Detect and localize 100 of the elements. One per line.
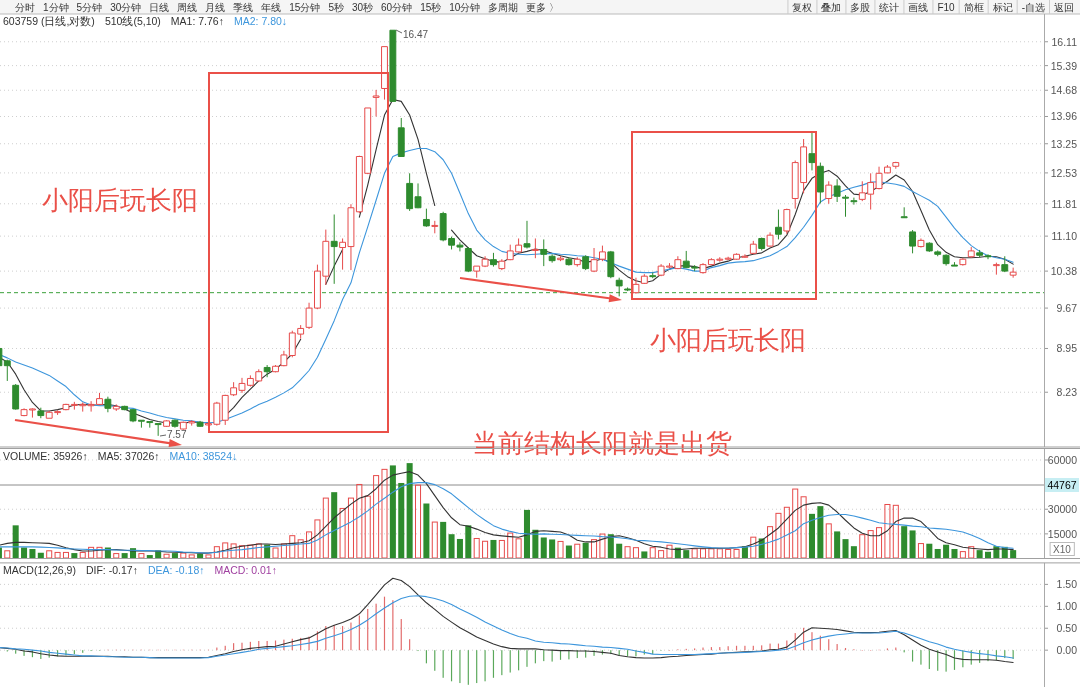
bar (926, 543, 933, 559)
bar (767, 526, 774, 559)
candlestick (607, 250, 615, 279)
annotation: 小阳后玩长阳 (42, 185, 198, 215)
text: 月线 (205, 1, 226, 13)
bar (725, 548, 732, 559)
candlestick (3, 359, 11, 382)
candlestick (825, 180, 833, 205)
candlestick (263, 364, 271, 378)
bar (808, 513, 815, 559)
candlestick (900, 206, 908, 219)
bar (498, 539, 505, 559)
bar (289, 535, 296, 559)
candlestick (431, 220, 439, 234)
candlestick (775, 209, 782, 240)
candlestick (808, 131, 816, 171)
chart-subtitle: 510线(5,10) (104, 15, 161, 27)
bar (448, 534, 455, 559)
candlestick (833, 178, 841, 203)
candlestick (490, 252, 497, 268)
bar (121, 553, 128, 559)
bar (440, 521, 447, 559)
legend: MA5: 37026↑ MA10: 38524↓ (97, 449, 238, 462)
bar (641, 551, 648, 559)
bar (322, 497, 329, 559)
bar (415, 484, 422, 559)
y-tick-label: 1.00 (1056, 600, 1078, 613)
bar (783, 506, 790, 559)
annotation: MACD: 0.01↑ (214, 563, 277, 576)
candlestick (942, 253, 950, 267)
chart-title: VOLUME: 35926↑ (3, 449, 88, 462)
bar (21, 547, 28, 559)
candlestick (372, 89, 380, 117)
candlestick (531, 237, 539, 259)
text: -自选 (1021, 1, 1045, 13)
bar (691, 548, 698, 559)
bar (96, 546, 103, 559)
bar (406, 463, 413, 559)
text: 返回 (1054, 1, 1074, 13)
y-tick-label: 15000 (1047, 527, 1078, 540)
candlestick (758, 237, 766, 251)
bar (71, 553, 78, 559)
y-tick-label: 13.96 (1050, 110, 1078, 123)
bar (180, 552, 187, 559)
bar (750, 536, 757, 559)
bar (616, 543, 623, 559)
candlestick (783, 208, 791, 235)
candlestick (582, 254, 590, 271)
bar (934, 548, 941, 559)
bar (582, 542, 589, 559)
bar (800, 496, 807, 559)
y-tick-label: 11.81 (1051, 197, 1078, 210)
text: X10 (1053, 543, 1072, 555)
bar (523, 509, 531, 559)
text: 日线 (149, 1, 170, 13)
y-tick-label: 9.67 (1056, 302, 1078, 315)
annotation: 7.57 (167, 429, 187, 440)
bar (247, 544, 254, 559)
text: 标记 (991, 1, 1013, 13)
y-tick-label: 12.53 (1050, 166, 1078, 179)
bar (272, 547, 279, 559)
candlestick (816, 162, 824, 204)
bar (540, 537, 547, 559)
candlestick (104, 396, 112, 413)
y-tick-label: 30000 (1047, 503, 1078, 516)
bar (46, 550, 53, 559)
text: 统计 (879, 1, 900, 13)
bar (792, 488, 799, 559)
bar (465, 525, 472, 559)
bar (658, 550, 665, 559)
candlestick (565, 256, 573, 267)
bar (901, 526, 908, 559)
y-tick-label: 13.25 (1050, 137, 1078, 150)
text: 5秒 (328, 1, 344, 13)
bar (306, 531, 313, 559)
text: 30秒 (351, 1, 374, 13)
bar (683, 550, 690, 559)
bar (649, 547, 656, 559)
candlestick (1001, 255, 1009, 273)
bar (607, 534, 614, 559)
candlestick (959, 257, 967, 267)
candlestick (992, 262, 1000, 276)
candlestick (540, 238, 548, 267)
bar (138, 553, 145, 559)
bar (339, 507, 346, 559)
bar (381, 468, 388, 559)
text: 15秒 (420, 1, 442, 13)
bar (356, 483, 363, 559)
bar (347, 497, 354, 559)
text: 分时 (15, 1, 35, 13)
candlestick (330, 213, 338, 285)
y-tick-label: 14.68 (1050, 84, 1078, 97)
annotation: 小阳后玩长阳 (650, 325, 806, 355)
y-tick-label: 15.39 (1050, 59, 1078, 72)
bar (12, 525, 19, 559)
y-tick-label: 8.95 (1056, 342, 1078, 355)
legend: DIF: -0.17↑ DEA: -0.18↑ (85, 563, 205, 576)
bar (188, 554, 195, 559)
bar (490, 539, 497, 559)
candlestick (632, 277, 640, 295)
